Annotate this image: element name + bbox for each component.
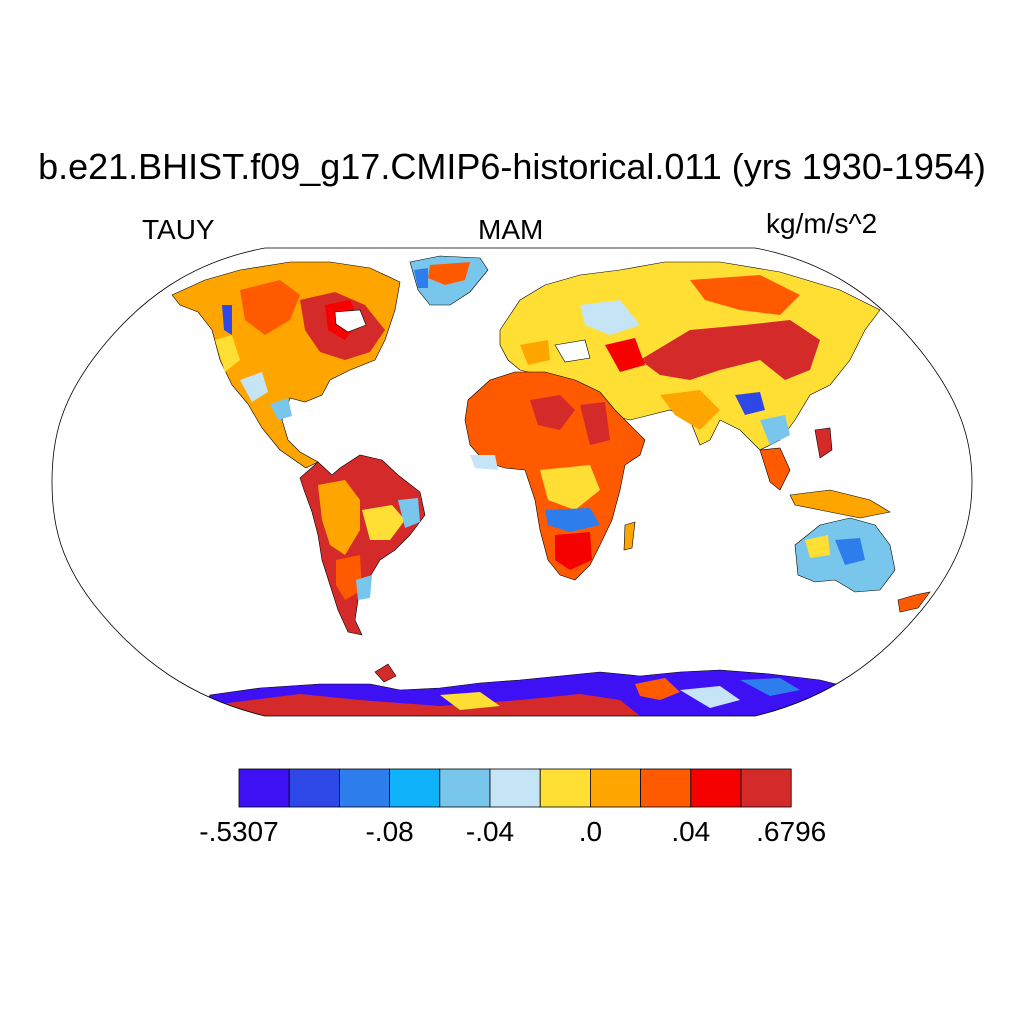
region-greenland (409, 255, 489, 306)
colorbar-swatch-8 (640, 768, 692, 808)
region-australia (794, 517, 931, 613)
region-eurasia (499, 261, 881, 451)
colorbar-swatch-4 (439, 768, 491, 808)
colorbar-swatch-2 (338, 768, 390, 808)
colorbar-swatch-9 (690, 768, 742, 808)
colorbar-swatch-10 (740, 768, 792, 808)
season-label: MAM (478, 214, 544, 245)
colorbar-swatch-7 (590, 768, 642, 808)
colorbar-label-2: -.04 (465, 816, 515, 847)
colorbar-swatch-3 (389, 768, 441, 808)
colorbar-label-1: -.08 (365, 816, 414, 847)
colorbar-swatch-1 (288, 768, 340, 808)
region-south-america (299, 454, 426, 636)
colorbar-label-4: .04 (671, 816, 711, 847)
map-border (51, 247, 973, 717)
colorbar-swatch-5 (489, 768, 541, 808)
region-antarctica (199, 663, 881, 716)
units-label: kg/m/s^2 (766, 208, 878, 239)
region-africa (464, 371, 646, 581)
region-southeast-asia (759, 427, 891, 519)
colorbar-label-5: .6796 (756, 816, 827, 847)
colorbar-swatch-0 (238, 768, 290, 808)
colorbar (238, 768, 792, 808)
colorbar-label-3: .0 (578, 816, 603, 847)
colorbar-swatch-6 (539, 768, 591, 808)
plot-title: b.e21.BHIST.f09_g17.CMIP6-historical.011… (38, 146, 986, 187)
variable-label: TAUY (142, 214, 215, 245)
colorbar-label-0: -.5307 (199, 816, 279, 847)
region-north-america (171, 261, 401, 469)
